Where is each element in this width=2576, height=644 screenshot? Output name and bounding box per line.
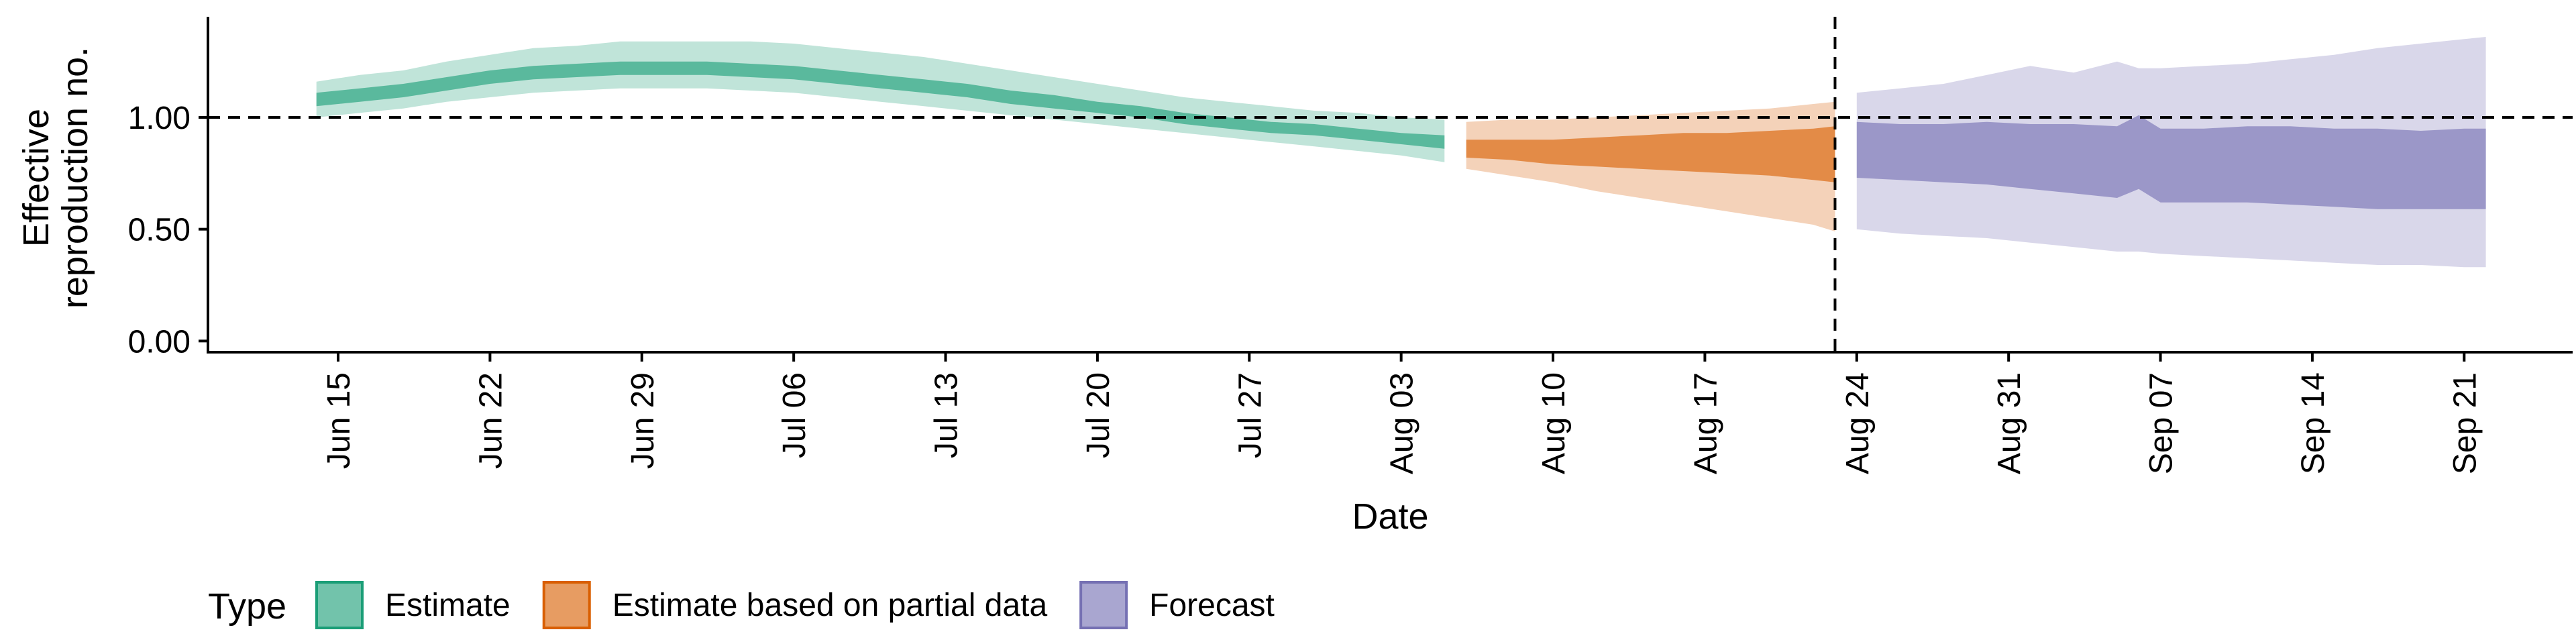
legend-title: Type: [208, 586, 286, 627]
x-tick-label: Jul 06: [777, 372, 812, 458]
legend: Type Estimate Estimate based on partial d…: [208, 581, 1275, 629]
x-tick-label: Aug 24: [1840, 372, 1876, 474]
y-ticks: 0.00 0.50 1.00: [128, 101, 208, 360]
x-tick-label: Jun 22: [473, 372, 508, 469]
x-tick-label: Aug 03: [1385, 372, 1420, 474]
axes: 0.00 0.50 1.00 Jun 15 Jun 22 Jun 29 Jul 06 Jul…: [128, 17, 2573, 474]
y-tick-label: 0.50: [128, 213, 191, 248]
forecast-band-50: [1856, 115, 2486, 209]
legend-label-forecast: Forecast: [1149, 588, 1275, 623]
legend-swatch-forecast: [1079, 581, 1128, 629]
legend-label-estimate: Estimate: [385, 588, 511, 623]
x-tick-label: Sep 14: [2296, 372, 2331, 474]
x-tick-label: Sep 21: [2447, 372, 2483, 474]
y-tick-label: 0.00: [128, 324, 191, 360]
estimate-band-50: [316, 61, 1445, 149]
x-tick-label: Jul 13: [929, 372, 965, 458]
estimate-based-on-partial-data-band-50: [1466, 126, 1835, 182]
reference-lines: [208, 17, 2573, 352]
y-axis-title-line-1: Effective: [16, 109, 56, 247]
x-tick-label: Jun 29: [625, 372, 661, 469]
legend-swatch-estimate: [315, 581, 364, 629]
x-axis-title: Date: [1352, 496, 1428, 537]
x-tick-label: Jun 15: [321, 372, 357, 469]
estimate-band-90: [316, 41, 1445, 162]
x-tick-label: Jul 20: [1081, 372, 1116, 458]
x-tick-label: Sep 07: [2144, 372, 2180, 474]
y-tick-label: 1.00: [128, 101, 191, 136]
x-ticks: Jun 15 Jun 22 Jun 29 Jul 06 Jul 13 Jul 20 Jul …: [321, 352, 2483, 474]
legend-swatch-estimate-based-on-partial-data: [542, 581, 591, 629]
x-tick-label: Jul 27: [1232, 372, 1268, 458]
x-tick-label: Aug 10: [1536, 372, 1572, 474]
x-tick-label: Aug 17: [1688, 372, 1723, 474]
y-axis-title-line-2: reproduction no.: [55, 47, 95, 309]
series-bands: [316, 37, 2486, 268]
x-tick-label: Aug 31: [1992, 372, 2027, 474]
legend-label-estimate-based-on-partial-data: Estimate based on partial data: [612, 588, 1048, 623]
